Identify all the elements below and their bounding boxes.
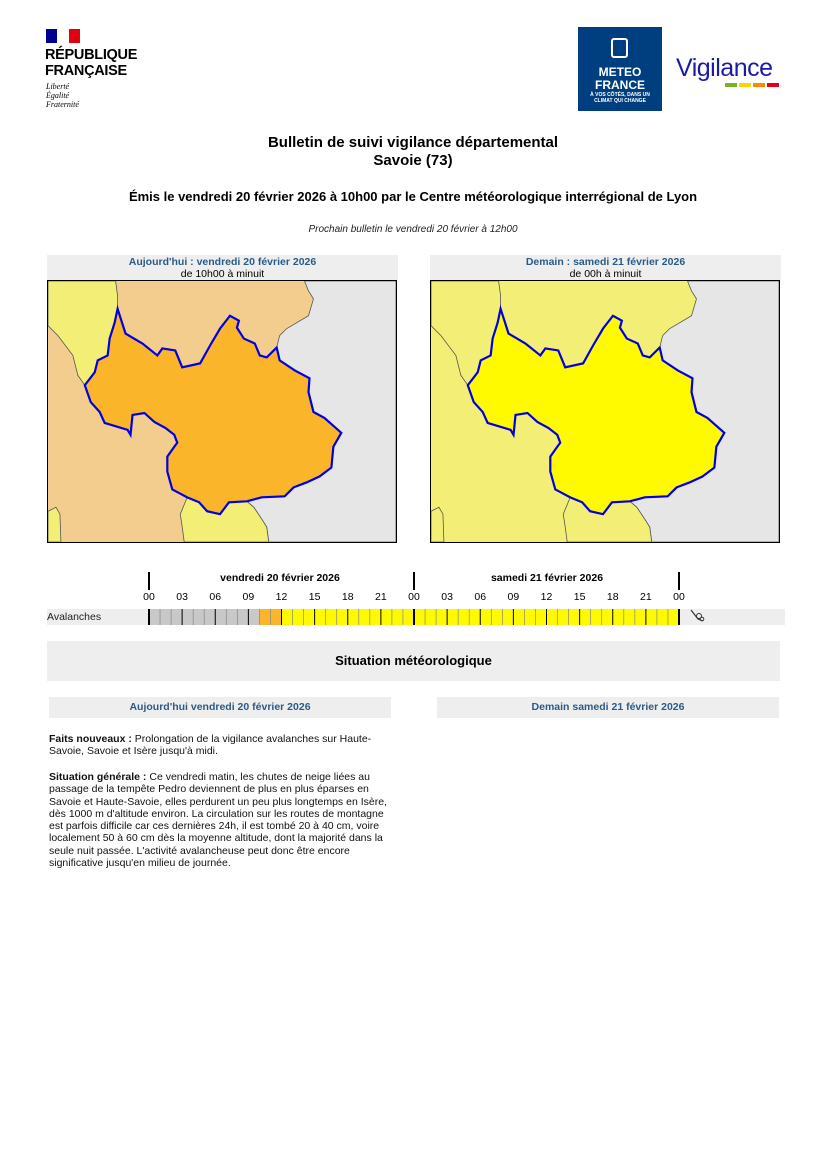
drome-department-area [48,506,62,542]
drome-department-area [431,506,445,542]
vigilance-logo: Vigilance [676,54,773,82]
vigilance-color-bars [725,83,779,87]
timeline-hour-label: 15 [573,591,586,603]
tomorrow-map-title: Demain : samedi 21 février 2026 [525,256,686,268]
timeline-hour-label: 12 [275,591,288,603]
motto-fraternite: Fraternité [46,100,79,109]
meteo-tagline-line1: À VOS CÔTÉS, DANS UN [590,92,650,98]
news-paragraph: Faits nouveaux : Prolongation de la vigi… [49,733,394,758]
timeline-hour-label: 21 [640,591,652,603]
timeline-hour-label: 00 [143,591,155,603]
today-map-header: Aujourd'hui : vendredi 20 février 2026 d… [47,255,398,280]
republique-francaise-flag-logo [46,29,80,43]
motto-liberte: Liberté [46,82,70,91]
timeline-hour-label: 18 [341,591,354,603]
meteo-logo-line1: METEO [598,65,642,79]
today-map-period: de 10h00 à minuit [180,268,265,280]
today-situation-heading: Aujourd'hui vendredi 20 février 2026 [49,697,391,718]
vigilance-color-bar [753,83,765,87]
republic-name-line1: RÉPUBLIQUE [45,47,138,63]
general-situation-label: Situation générale : [49,771,147,783]
issued-info: Émis le vendredi 20 février 2026 à 10h00… [128,189,698,204]
tomorrow-vigilance-map [430,280,780,543]
republic-name-line2: FRANÇAISE [45,63,127,79]
news-label: Faits nouveaux : [49,733,132,745]
republic-motto: Liberté Égalité Fraternité [46,82,79,109]
meteo-tagline-line2: CLIMAT QUI CHANGE [594,98,646,104]
timeline-hour-label: 00 [673,591,685,603]
savoie-department-area [83,304,343,516]
timeline-day-tick [148,572,150,590]
savoie-department-area [466,304,726,516]
timeline-day-tick [678,572,680,590]
phenomenon-label: Avalanches [47,611,102,623]
timeline-hour-label: 03 [441,591,453,603]
timeline-hour-label: 12 [540,591,553,603]
timeline-day-1: vendredi 20 février 2026 [220,572,340,584]
tomorrow-situation-heading: Demain samedi 21 février 2026 [437,697,779,718]
bulletin-title-line1: Bulletin de suivi vigilance départementa… [267,134,559,151]
today-map-title: Aujourd'hui : vendredi 20 février 2026 [128,256,317,268]
timeline-hour-label: 00 [408,591,420,603]
department-name: Savoie (73) [373,152,453,169]
situation-heading: Situation météorologique [47,641,780,681]
vigilance-color-bar [739,83,751,87]
motto-egalite: Égalité [46,91,70,100]
timeline-hour-label: 15 [308,591,321,603]
meteo-logo-line2: FRANCE [595,78,645,92]
today-vigilance-map [47,280,397,543]
timeline-hour-label: 06 [474,591,487,603]
tomorrow-map-period: de 00h à minuit [569,268,642,280]
news-text: Prolongation de la vigilance avalanches … [49,733,372,758]
timeline-hour-label: 06 [209,591,222,603]
avalanche-icon [690,609,705,622]
tomorrow-map-header: Demain : samedi 21 février 2026 de 00h à… [430,255,781,280]
timeline-day-2: samedi 21 février 2026 [490,572,604,584]
next-bulletin-info: Prochain bulletin le vendredi 20 février… [308,224,518,235]
timeline-hour-label: 21 [375,591,387,603]
meteo-france-emblem-icon [611,38,628,58]
general-situation-paragraph: Situation générale : Ce vendredi matin, … [49,771,394,869]
vigilance-color-bar [725,83,737,87]
timeline-hour-label: 03 [176,591,188,603]
general-situation-text: Ce vendredi matin, les chutes de neige l… [49,771,387,870]
meteo-france-logo: METEO FRANCE À VOS CÔTÉS, DANS UN CLIMAT… [578,27,662,111]
timeline-hour-label: 18 [606,591,619,603]
vigilance-color-bar [767,83,779,87]
timeline-hour-label: 09 [242,591,255,603]
republique-francaise-logo-text: RÉPUBLIQUE FRANÇAISE [45,47,137,79]
timeline-hour-label: 09 [507,591,520,603]
avalanche-timeline-bar [148,609,680,625]
timeline-day-tick [413,572,415,590]
bulletin-title: Bulletin de suivi vigilance départementa… [0,134,826,170]
